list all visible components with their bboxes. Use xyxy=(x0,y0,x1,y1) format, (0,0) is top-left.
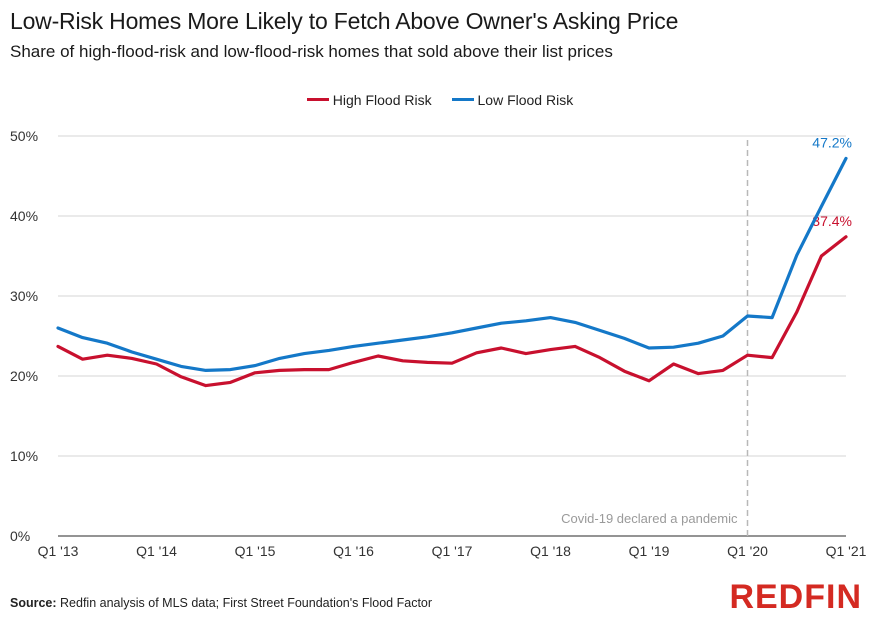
x-tick-label: Q1 '14 xyxy=(136,543,177,559)
legend-label-high: High Flood Risk xyxy=(332,91,432,108)
legend-item-high-flood-risk: High Flood Risk xyxy=(306,91,432,108)
y-tick-label: 20% xyxy=(10,368,38,384)
chart-legend: High Flood Risk Low Flood Risk xyxy=(0,88,880,108)
x-tick-label: Q1 '19 xyxy=(629,543,670,559)
pandemic-annotation: Covid-19 declared a pandemic xyxy=(561,511,738,526)
series-line-high-flood-risk xyxy=(56,235,848,388)
legend-label-low: Low Flood Risk xyxy=(477,91,574,108)
x-tick-label: Q1 '17 xyxy=(432,543,473,559)
y-tick-label: 30% xyxy=(10,288,38,304)
end-label-low: 47.2% xyxy=(812,134,852,150)
legend-swatch-high xyxy=(306,98,329,101)
redfin-logo: REDFIN xyxy=(729,578,862,616)
source-note: Source: Redfin analysis of MLS data; Fir… xyxy=(10,596,432,610)
source-label: Source: xyxy=(10,596,57,610)
x-tick-label: Q1 '18 xyxy=(530,543,571,559)
y-tick-label: 10% xyxy=(10,448,38,464)
x-tick-label: Q1 '16 xyxy=(333,543,374,559)
y-tick-label: 40% xyxy=(10,208,38,224)
line-chart: 0% 10% 20% 30% 40% 50% Q1 '13 Q1 '14 Q1 '15 Q1 '1… xyxy=(10,128,867,559)
series-line-low-flood-risk xyxy=(56,156,848,372)
y-tick-label: 0% xyxy=(10,528,30,544)
x-tick-label: Q1 '20 xyxy=(727,543,768,559)
y-tick-label: 50% xyxy=(10,128,38,144)
x-tick-label: Q1 '15 xyxy=(235,543,276,559)
end-label-high: 37.4% xyxy=(812,213,852,229)
x-tick-label: Q1 '13 xyxy=(38,543,79,559)
x-tick-label: Q1 '21 xyxy=(826,543,867,559)
legend-swatch-low xyxy=(451,98,474,101)
legend-item-low-flood-risk: Low Flood Risk xyxy=(451,91,574,108)
source-text: Redfin analysis of MLS data; First Stree… xyxy=(60,596,433,610)
chart-title: Low-Risk Homes More Likely to Fetch Abov… xyxy=(10,8,679,34)
chart-subtitle: Share of high-flood-risk and low-flood-r… xyxy=(10,42,613,61)
